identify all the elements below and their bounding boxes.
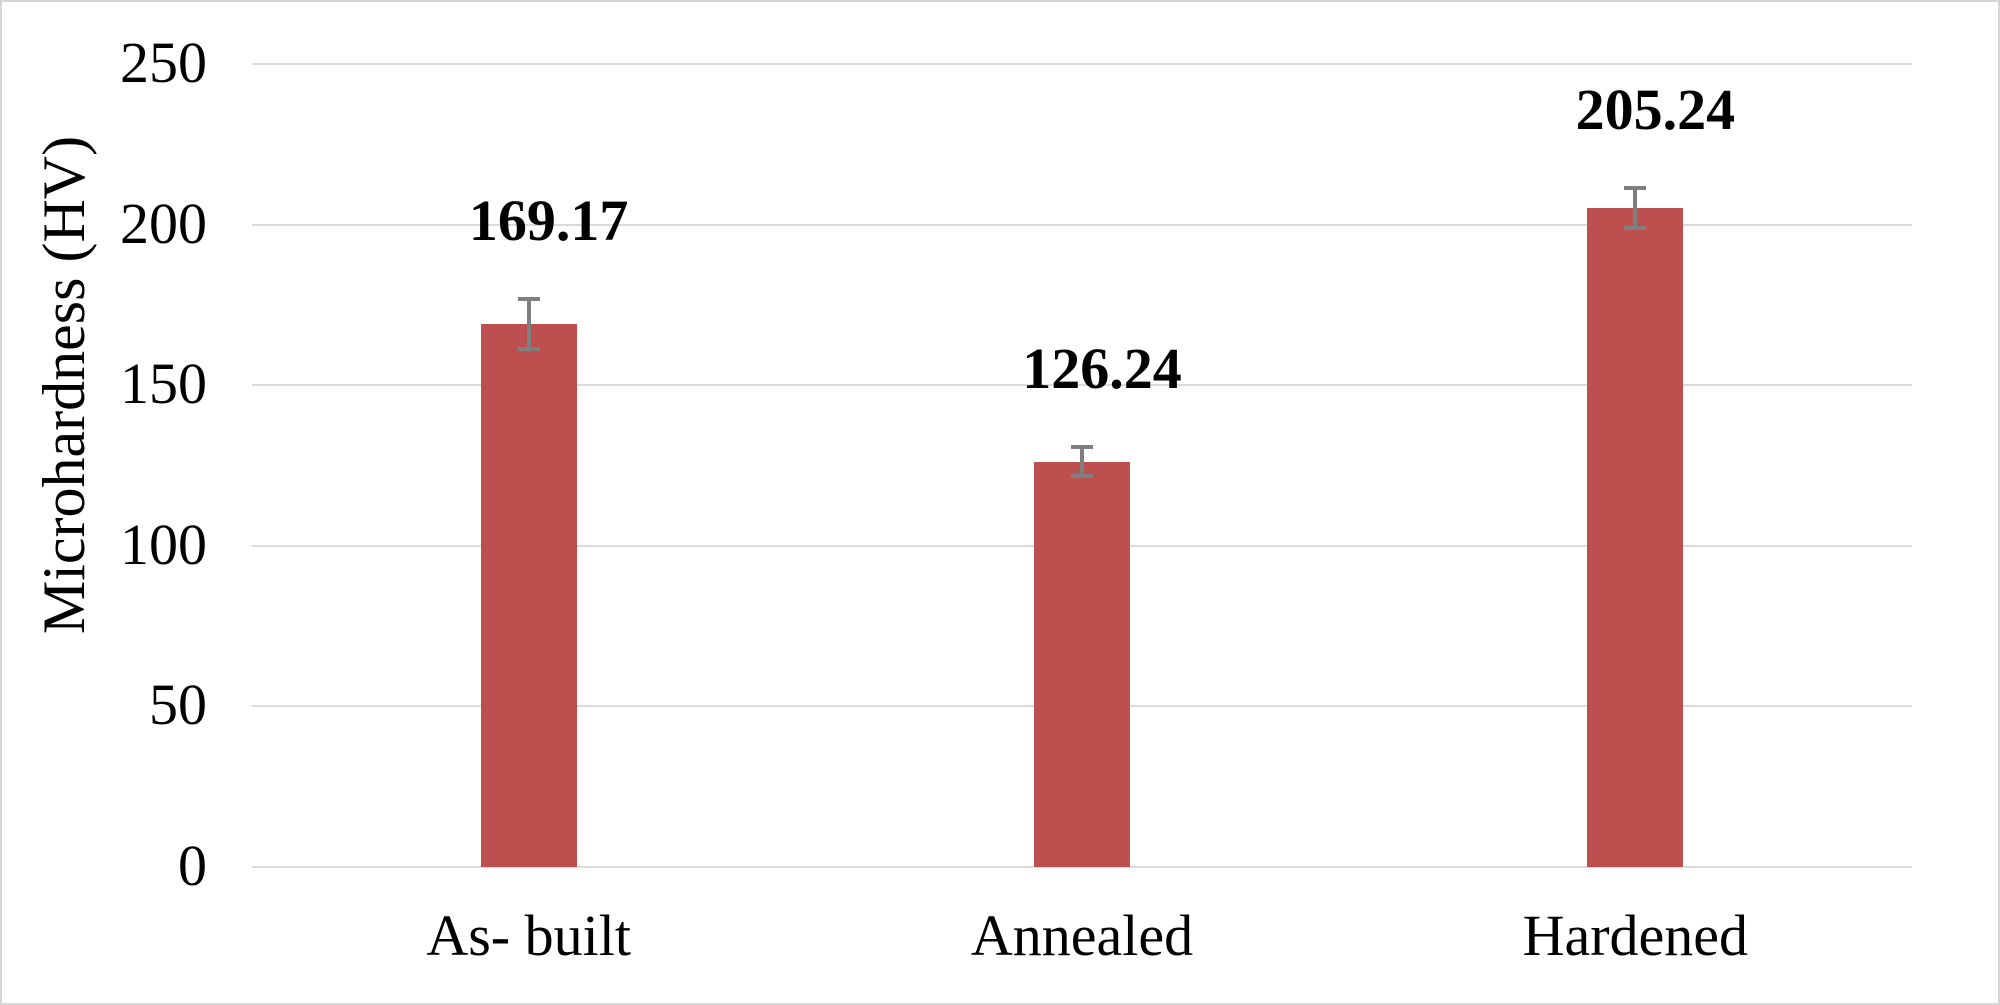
error-bar-top-cap <box>1071 444 1093 449</box>
bar <box>480 323 577 867</box>
y-tick-label: 150 <box>120 351 207 417</box>
y-tick-label: 100 <box>120 511 207 577</box>
error-bar-line <box>1633 187 1638 228</box>
data-label: 205.24 <box>1575 76 1736 142</box>
y-tick-label: 50 <box>149 672 207 738</box>
error-bar-bottom-cap <box>1624 226 1647 230</box>
y-tick-label: 250 <box>120 29 207 95</box>
error-bar-bottom-cap <box>517 346 540 351</box>
error-bar-line <box>1080 446 1084 477</box>
x-category-label: Annealed <box>970 903 1194 968</box>
data-label: 169.17 <box>468 187 629 253</box>
error-bar-line <box>526 298 531 349</box>
gridline <box>252 866 1912 868</box>
bar <box>1034 461 1130 867</box>
data-label: 126.24 <box>1022 335 1182 401</box>
x-category-label: Hardened <box>1522 903 1749 968</box>
gridline <box>252 63 1912 65</box>
gridline <box>252 384 1912 387</box>
y-tick-label: 0 <box>178 832 207 898</box>
y-tick-label: 200 <box>120 190 207 256</box>
error-bar-bottom-cap <box>1071 474 1093 479</box>
x-category-label: As- built <box>426 903 631 968</box>
gridline <box>252 223 1912 226</box>
bar <box>1587 207 1684 867</box>
error-bar-top-cap <box>1624 185 1647 190</box>
error-bar-top-cap <box>517 296 540 301</box>
